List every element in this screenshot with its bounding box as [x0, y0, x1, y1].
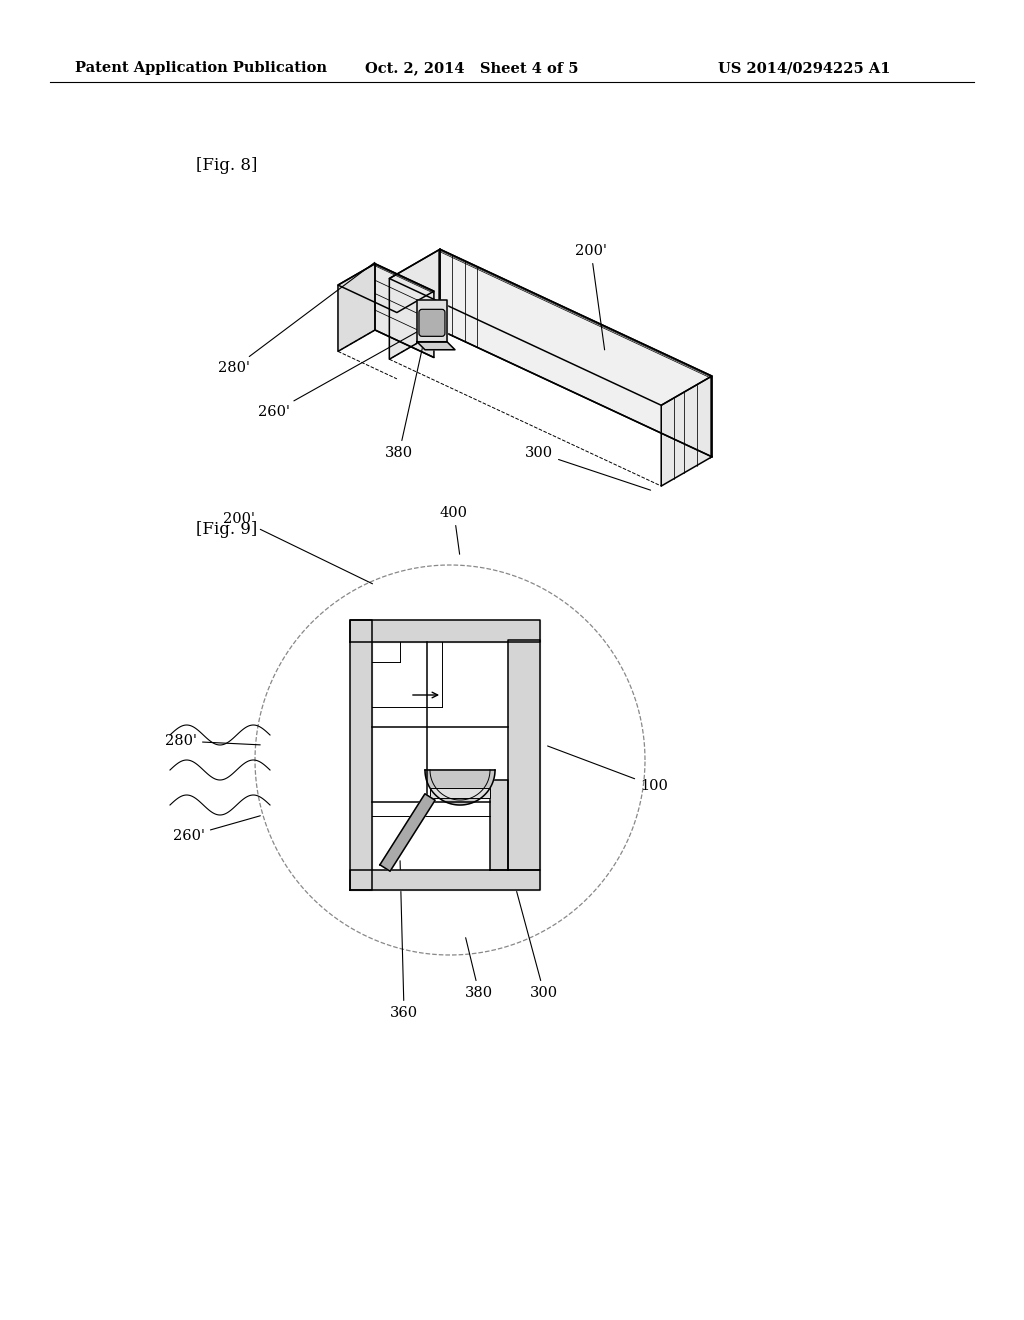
Polygon shape [490, 780, 508, 870]
Text: 380: 380 [465, 937, 494, 1001]
Text: 200': 200' [223, 512, 373, 583]
Polygon shape [375, 264, 434, 358]
Polygon shape [389, 249, 712, 405]
Text: 260': 260' [173, 816, 260, 843]
FancyBboxPatch shape [419, 309, 445, 337]
Polygon shape [417, 342, 455, 350]
Polygon shape [662, 376, 712, 486]
Text: 360: 360 [390, 861, 418, 1020]
Text: 400: 400 [440, 506, 468, 554]
Text: 280': 280' [165, 734, 260, 748]
Polygon shape [440, 249, 712, 457]
Polygon shape [425, 770, 495, 805]
Text: 280': 280' [218, 263, 375, 375]
Text: 100: 100 [548, 746, 668, 793]
Text: 300: 300 [525, 446, 650, 490]
Polygon shape [417, 300, 446, 342]
Text: 380: 380 [385, 308, 431, 459]
Polygon shape [508, 640, 540, 870]
Text: US 2014/0294225 A1: US 2014/0294225 A1 [718, 61, 891, 75]
Polygon shape [330, 620, 540, 890]
Text: Patent Application Publication: Patent Application Publication [75, 61, 327, 75]
Polygon shape [338, 264, 375, 351]
Polygon shape [389, 249, 440, 359]
Polygon shape [350, 620, 372, 890]
Text: 200': 200' [575, 244, 607, 350]
Text: [Fig. 8]: [Fig. 8] [196, 157, 257, 173]
Polygon shape [350, 870, 540, 890]
Polygon shape [380, 793, 435, 871]
Polygon shape [338, 264, 434, 313]
Polygon shape [350, 620, 540, 642]
Text: [Fig. 9]: [Fig. 9] [196, 521, 257, 539]
Text: Oct. 2, 2014   Sheet 4 of 5: Oct. 2, 2014 Sheet 4 of 5 [365, 61, 579, 75]
Text: 300: 300 [514, 880, 558, 1001]
Polygon shape [430, 788, 490, 799]
Text: 260': 260' [258, 330, 420, 418]
